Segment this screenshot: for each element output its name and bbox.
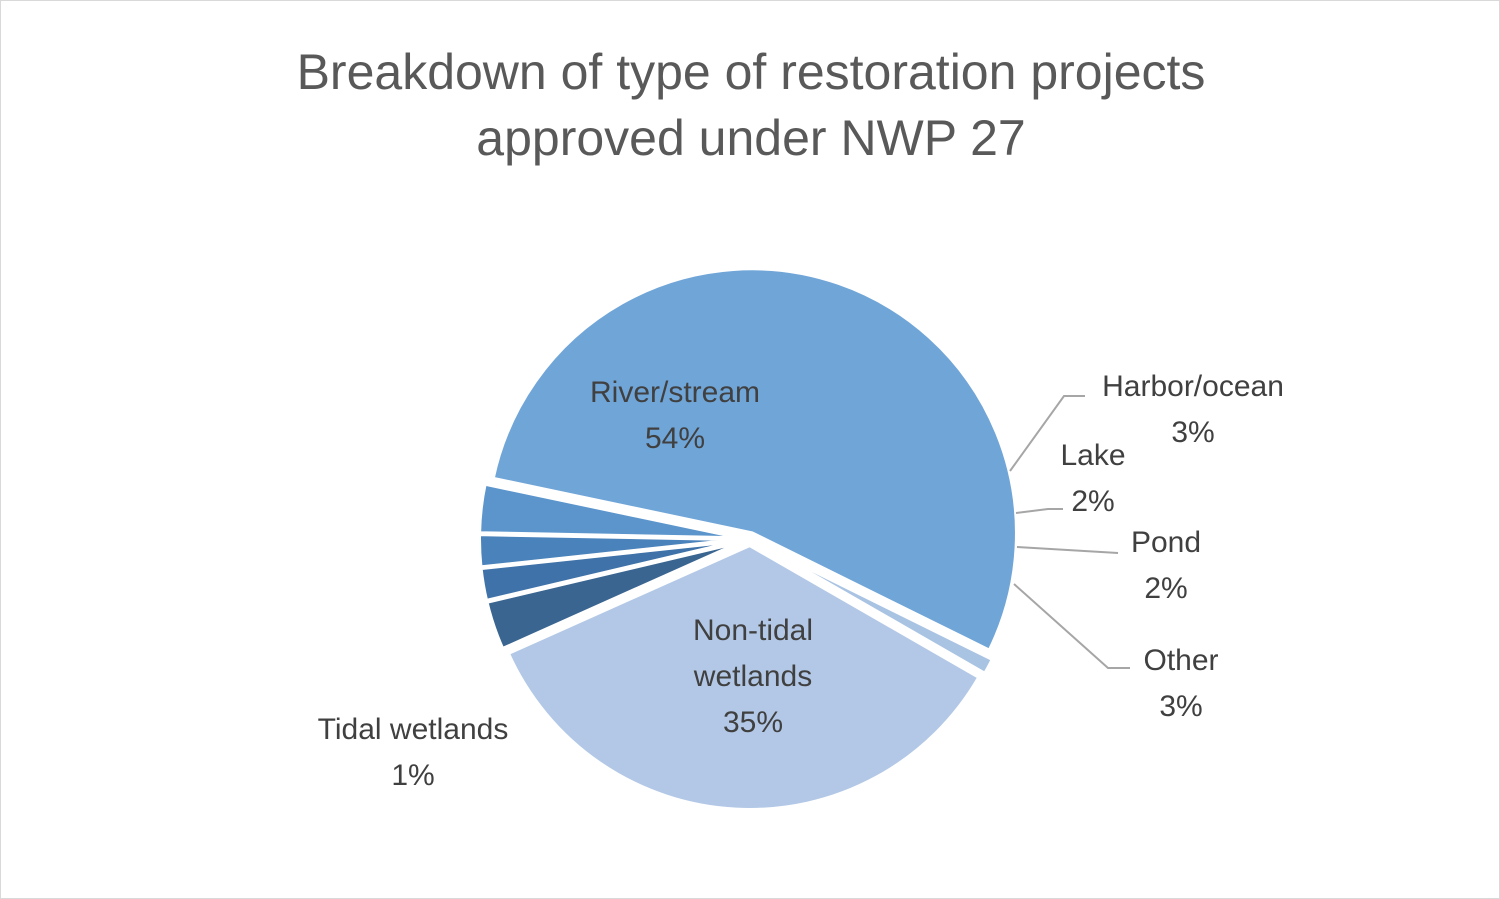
data-label-name-non-tidal-wetlands-2: wetlands xyxy=(693,660,812,693)
leader-line-lake xyxy=(1015,508,1063,514)
data-label-percent-other: 3% xyxy=(1159,690,1202,723)
leader-line-pond xyxy=(1016,546,1119,554)
leader-line-other xyxy=(1013,583,1130,669)
chart-title: Breakdown of type of restoration project… xyxy=(1,39,1500,171)
data-label-name-other: Other xyxy=(1143,644,1218,677)
chart-title-line-1: Breakdown of type of restoration project… xyxy=(296,44,1206,100)
data-label-percent-river-stream: 54% xyxy=(645,422,705,455)
pie-slices xyxy=(477,266,1019,812)
data-labels: River/stream 54% Harbor/ocean 3% Lake 2% Pond 2… xyxy=(318,370,1284,792)
data-label-name-non-tidal-wetlands-1: Non-tidal xyxy=(693,614,813,647)
pie-slice-tidal-wetlands xyxy=(753,539,995,676)
data-label-percent-harbor-ocean: 3% xyxy=(1171,416,1214,449)
pie-slice-river-stream xyxy=(490,266,1019,653)
chart-title-line-2: approved under NWP 27 xyxy=(476,110,1026,166)
leader-line-harbor-ocean xyxy=(1009,395,1085,472)
leader-lines xyxy=(1009,395,1130,669)
pie-slice-non-tidal-wetlands xyxy=(505,542,982,812)
data-label-percent-pond: 2% xyxy=(1144,572,1187,605)
data-label-name-river-stream: River/stream xyxy=(590,376,760,409)
data-label-percent-lake: 2% xyxy=(1071,485,1114,518)
data-label-name-harbor-ocean: Harbor/ocean xyxy=(1102,370,1284,403)
pie-slice-other xyxy=(484,538,747,652)
data-label-name-lake: Lake xyxy=(1060,439,1125,472)
data-label-name-pond: Pond xyxy=(1131,526,1201,559)
data-label-percent-non-tidal-wetlands: 35% xyxy=(723,706,783,739)
data-label-name-tidal-wetlands: Tidal wetlands xyxy=(318,713,509,746)
data-label-percent-tidal-wetlands: 1% xyxy=(391,759,434,792)
